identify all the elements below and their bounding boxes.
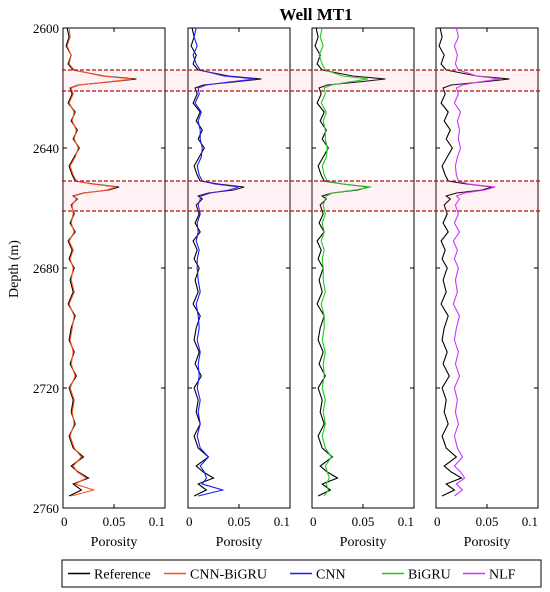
series-curve (66, 27, 133, 497)
x-axis-label: Porosity (91, 535, 138, 550)
legend: Reference CNN-BiGRU CNN BiGRU NLF (61, 559, 542, 588)
reference-curve (438, 27, 510, 497)
legend-entry: Reference (68, 568, 151, 583)
reference-curve (190, 27, 262, 497)
series-curve (452, 27, 500, 497)
y-axis-label: Depth (m) (7, 240, 22, 298)
panel-nlf: 0 0.05 0.1 Porosity (434, 27, 539, 550)
series-curve (192, 27, 256, 497)
highlight-boxes (62, 69, 541, 212)
x-tick-label: 0.1 (522, 514, 538, 529)
legend-entry: CNN (290, 568, 346, 583)
x-axis-label: Porosity (216, 535, 263, 550)
y-tick-label: 2680 (33, 261, 59, 276)
x-tick-label: 0.1 (149, 514, 165, 529)
x-tick-label: 0 (186, 514, 193, 529)
reference-curve (65, 27, 137, 497)
x-axis-label: Porosity (340, 535, 387, 550)
x-axis-label: Porosity (464, 535, 511, 550)
y-tick-label: 2760 (33, 501, 59, 516)
x-tick-label: 0.05 (352, 514, 375, 529)
legend-label: Reference (94, 568, 151, 583)
x-tick-label: 0 (61, 514, 68, 529)
legend-label: NLF (489, 568, 516, 583)
panel-frame (435, 27, 539, 509)
panel-frame (311, 27, 415, 509)
legend-label: CNN-BiGRU (190, 568, 267, 583)
x-tick-label: 0.05 (476, 514, 499, 529)
x-tick-label: 0.1 (398, 514, 414, 529)
panel-bigru: 0 0.05 0.1 Porosity (310, 27, 415, 550)
chart-title: Well MT1 (279, 5, 352, 24)
legend-entry: CNN-BiGRU (164, 568, 267, 583)
x-tick-label: 0.05 (228, 514, 251, 529)
legend-entry: NLF (463, 568, 516, 583)
highlight-fill (62, 181, 541, 211)
panel-frame (187, 27, 291, 509)
legend-label: BiGRU (408, 568, 451, 583)
y-tick-label: 2640 (33, 141, 59, 156)
highlight-fill (62, 70, 541, 91)
y-tick-label: 2720 (33, 381, 59, 396)
panel-frame (62, 27, 166, 509)
panel-cnn: 0 0.05 0.1 Porosity (186, 27, 291, 550)
series-curve (318, 27, 372, 497)
x-tick-label: 0.1 (274, 514, 290, 529)
legend-label: CNN (316, 568, 346, 583)
y-tick-label: 2600 (33, 21, 59, 36)
legend-entry: BiGRU (382, 568, 451, 583)
reference-curve (314, 27, 386, 497)
x-tick-label: 0 (310, 514, 317, 529)
x-tick-label: 0 (434, 514, 441, 529)
x-tick-label: 0.05 (103, 514, 126, 529)
